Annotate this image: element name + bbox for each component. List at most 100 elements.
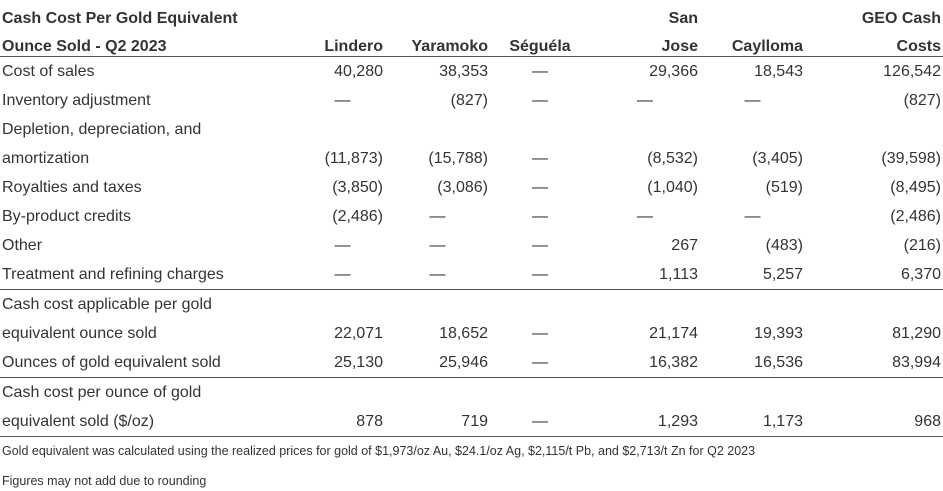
table-row: Ounces of gold equivalent sold 25,130 25… <box>0 348 943 378</box>
cell-value: (8,532) <box>647 149 698 167</box>
column-header-lindero-line1 <box>300 0 385 28</box>
cell-value: — <box>637 207 653 225</box>
cell-value: — <box>532 207 548 225</box>
cell-value: 25,130 <box>334 353 383 371</box>
table-row: Treatment and refining charges — — — 1,1… <box>0 260 943 290</box>
table-row: Other — — — 267 (483) (216) <box>0 231 943 260</box>
column-header-caylloma: Caylloma <box>700 28 805 57</box>
cell-value: — <box>637 91 653 109</box>
cell-value: 5,257 <box>762 265 803 283</box>
row-label-line1: Depletion, depreciation, and <box>2 120 202 138</box>
cell-value: — <box>532 236 548 254</box>
cell-value: 21,174 <box>649 324 698 342</box>
row-label-line1: Cash cost applicable per gold <box>0 289 300 319</box>
table-row: Cost of sales 40,280 38,353 — 29,366 18,… <box>0 57 943 87</box>
column-header-seguela: Séguéla <box>490 28 590 57</box>
column-header-geo-cash-costs: Costs <box>805 28 943 57</box>
cell-value: 19,393 <box>754 324 803 342</box>
cell-value: — <box>532 265 548 283</box>
column-header-seguela-line1 <box>490 0 590 28</box>
table-row: equivalent ounce sold 22,071 18,652 — 21… <box>0 319 943 348</box>
cell-value: 81,290 <box>892 324 941 342</box>
cell-value: 40,280 <box>334 62 383 80</box>
cell-value: (11,873) <box>324 149 383 167</box>
table-row-label-continuation: Cash cost applicable per gold <box>0 289 943 319</box>
cell-value: (2,486) <box>890 207 941 225</box>
column-header-yaramoko: Yaramoko <box>385 28 490 57</box>
cell-value: 16,536 <box>754 353 803 371</box>
column-header-san-jose-line1: San <box>668 10 698 27</box>
cell-value: — <box>532 353 548 371</box>
cell-value: — <box>429 265 446 283</box>
row-label: Other <box>2 236 43 254</box>
table-row: amortization (11,873) (15,788) — (8,532)… <box>0 144 943 173</box>
cell-value: 1,293 <box>657 412 698 430</box>
cell-value: — <box>532 178 548 196</box>
row-label: Treatment and refining charges <box>2 265 224 283</box>
row-label: Inventory adjustment <box>2 91 151 109</box>
row-label: Ounces of gold equivalent sold <box>2 353 221 371</box>
footnote-gold-equivalent: Gold equivalent was calculated using the… <box>2 444 756 458</box>
cell-value: (15,788) <box>428 149 488 167</box>
cell-value: 29,366 <box>649 62 698 80</box>
cell-value: (2,486) <box>332 207 383 225</box>
cell-value: 6,370 <box>900 265 941 283</box>
cell-value: (1,040) <box>647 178 698 196</box>
cash-cost-table: Cash Cost Per Gold Equivalent San GEO Ca… <box>0 0 943 437</box>
row-label: Cost of sales <box>2 62 95 80</box>
table-row: equivalent sold ($/oz) 878 719 — 1,293 1… <box>0 407 943 437</box>
cell-value: — <box>532 91 548 109</box>
cell-value: — <box>532 324 548 342</box>
table-header: Cash Cost Per Gold Equivalent San GEO Ca… <box>0 0 943 57</box>
row-label-line1: Cash cost per ounce of gold <box>0 377 300 407</box>
cell-value: 16,382 <box>649 353 698 371</box>
cell-value: 126,542 <box>883 62 941 80</box>
cell-value: — <box>334 265 351 283</box>
row-label-line2: equivalent sold ($/oz) <box>2 412 155 430</box>
cell-value: — <box>429 236 446 254</box>
table-row: By-product credits (2,486) — — — — (2,48… <box>0 202 943 231</box>
cell-value: — <box>744 91 761 109</box>
cell-value: — <box>429 207 446 225</box>
cell-value: (216) <box>903 236 941 254</box>
cell-value: 1,113 <box>659 265 698 283</box>
cell-value: — <box>334 236 351 254</box>
column-header-caylloma-line1 <box>700 0 805 28</box>
table-row: Inventory adjustment — (827) — — — (827) <box>0 86 943 115</box>
table-bottom-rule <box>0 436 943 437</box>
cell-value: — <box>532 412 548 430</box>
cell-value: 18,652 <box>439 324 488 342</box>
table-body: Cost of sales 40,280 38,353 — 29,366 18,… <box>0 57 943 437</box>
cell-value: 968 <box>914 412 941 430</box>
cell-value: (39,598) <box>881 149 941 167</box>
cell-value: 267 <box>671 236 698 254</box>
cell-value: 22,071 <box>334 324 383 342</box>
cell-value: (3,405) <box>752 149 803 167</box>
cell-value: (3,850) <box>332 178 383 196</box>
cell-value: (8,495) <box>890 178 941 196</box>
cell-value: (827) <box>903 91 941 109</box>
row-label-line2: amortization <box>2 149 90 167</box>
column-header-lindero: Lindero <box>300 28 385 57</box>
footnote-rounding: Figures may not add due to rounding <box>2 474 207 488</box>
cell-value: (519) <box>765 178 803 196</box>
cell-value: 18,543 <box>754 62 803 80</box>
cell-value: — <box>532 149 548 167</box>
cell-value: (483) <box>765 236 803 254</box>
cell-value: — <box>532 62 548 80</box>
cell-value: 1,173 <box>762 412 803 430</box>
cell-value: 83,994 <box>892 353 941 371</box>
cell-value: (3,086) <box>437 178 488 196</box>
table-title-line2: Ounce Sold - Q2 2023 <box>0 28 300 57</box>
row-label: Royalties and taxes <box>2 178 142 196</box>
cell-value: 719 <box>461 412 488 430</box>
table-row: Royalties and taxes (3,850) (3,086) — (1… <box>0 173 943 202</box>
cell-value: (827) <box>450 91 488 109</box>
column-header-geo-cash-costs-line1: GEO Cash <box>861 10 941 27</box>
column-header-san-jose: Jose <box>590 28 700 57</box>
table-row-label-continuation: Depletion, depreciation, and <box>0 115 943 144</box>
cell-value: — <box>334 91 351 109</box>
cell-value: 38,353 <box>439 62 488 80</box>
row-label-line2: equivalent ounce sold <box>2 324 157 342</box>
